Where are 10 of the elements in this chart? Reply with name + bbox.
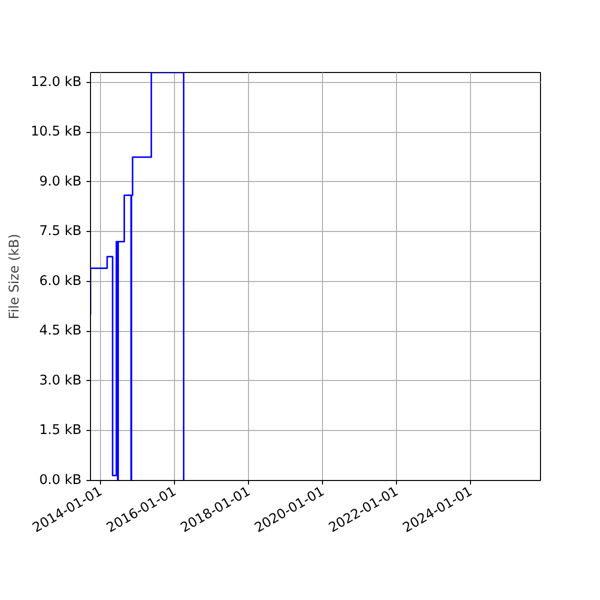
y-tick-label: 12.0 kB — [30, 74, 82, 90]
y-tick-label: 4.5 kB — [39, 324, 82, 339]
y-tick-label: 9.0 kB — [39, 174, 82, 190]
y-tick-label: 6.0 kB — [39, 274, 82, 289]
y-tick-label: 3.0 kB — [39, 373, 82, 388]
y-tick-label: 0.0 kB — [39, 473, 82, 488]
y-tick-label: 1.5 kB — [39, 423, 82, 438]
y-tick-label: 7.5 kB — [39, 224, 82, 240]
y-axis-title: File Size (kB) — [8, 234, 23, 320]
y-tick-label: 10.5 kB — [30, 124, 82, 140]
